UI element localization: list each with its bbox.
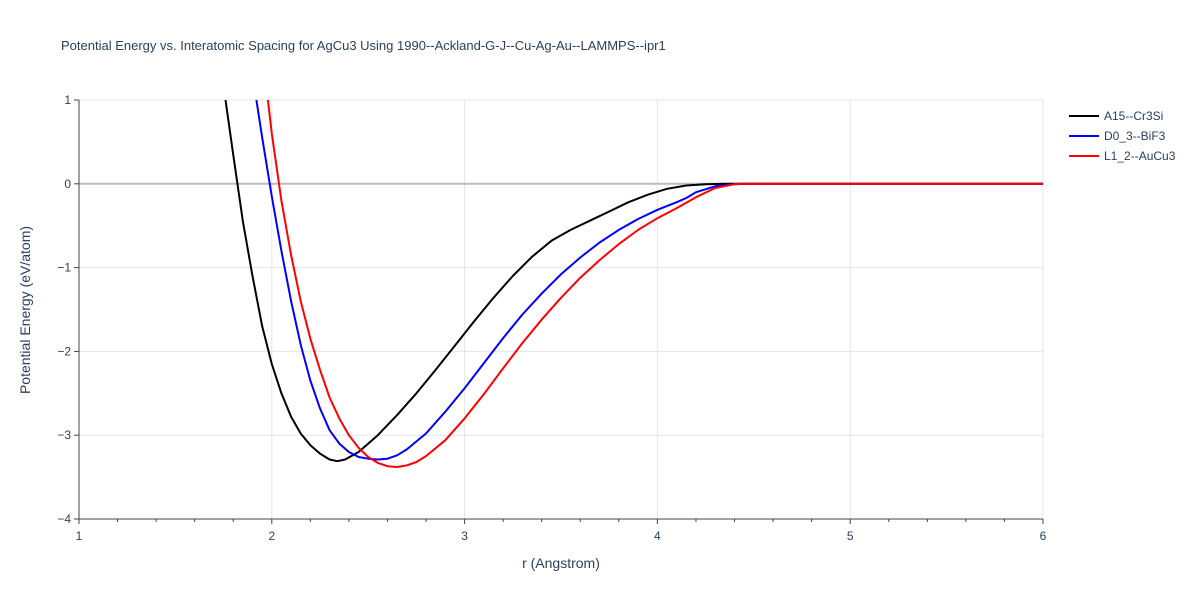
tick-layer: 1 2 3 4 5 6 1 0 −1 −2 −3 −4 xyxy=(57,93,1046,543)
x-tick-label: 1 xyxy=(76,529,83,543)
y-tick-label: −4 xyxy=(57,512,71,526)
series-line-A15--Cr3Si xyxy=(224,100,1043,463)
legend-label: L1_2--AuCu3 xyxy=(1104,149,1176,163)
y-tick-label: 0 xyxy=(64,177,71,191)
legend-label: A15--Cr3Si xyxy=(1104,109,1163,123)
y-axis-label: Potential Energy (eV/atom) xyxy=(17,226,33,394)
series-line-D0_3--BiF3 xyxy=(255,100,1043,461)
x-tick-label: 6 xyxy=(1040,529,1047,543)
legend: A15--Cr3Si D0_3--BiF3 L1_2--AuCu3 xyxy=(1069,109,1176,163)
chart-title: Potential Energy vs. Interatomic Spacing… xyxy=(61,38,666,53)
y-tick-label: 1 xyxy=(64,93,71,107)
y-tick-label: −2 xyxy=(57,344,71,358)
grid-layer xyxy=(79,99,1044,519)
y-tick-label: −3 xyxy=(57,428,71,442)
x-tick-label: 4 xyxy=(654,529,661,543)
legend-label: D0_3--BiF3 xyxy=(1104,129,1166,143)
series-line-L1_2--AuCu3 xyxy=(266,100,1043,468)
x-tick-label: 3 xyxy=(461,529,468,543)
axes-layer xyxy=(78,100,1043,520)
x-tick-label: 2 xyxy=(268,529,275,543)
x-axis-label: r (Angstrom) xyxy=(522,555,600,571)
x-tick-label: 5 xyxy=(847,529,854,543)
y-tick-label: −1 xyxy=(57,261,71,275)
series-layer xyxy=(224,100,1043,468)
